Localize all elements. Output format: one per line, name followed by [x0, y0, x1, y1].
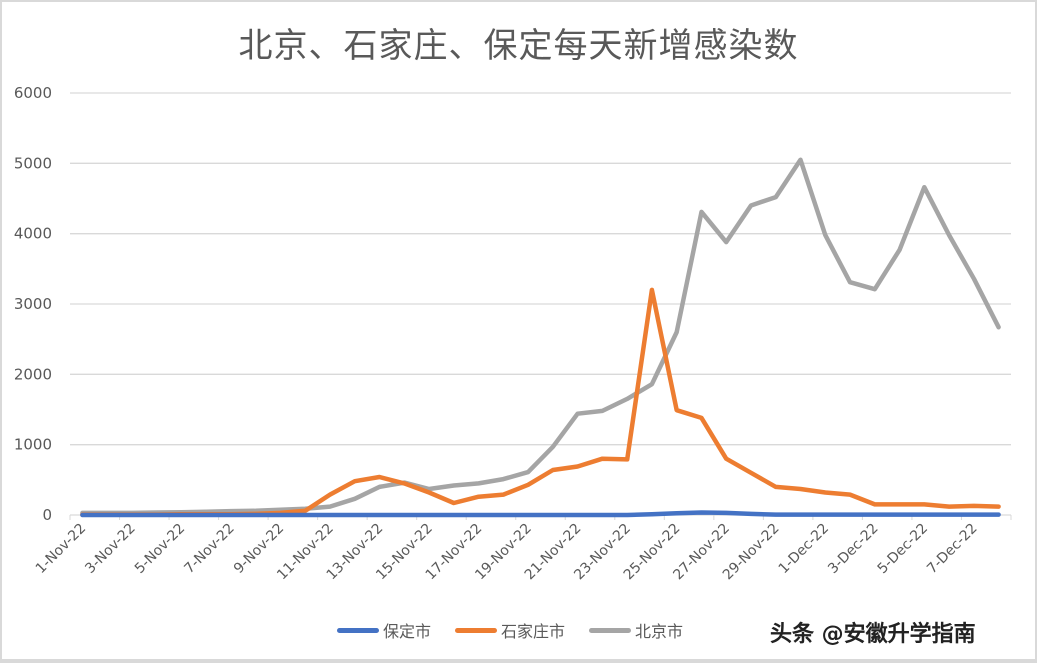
watermark: 头条 @安徽升学指南	[770, 622, 976, 647]
chart-title: 北京、石家庄、保定每天新增感染数	[238, 26, 799, 66]
x-tick-label: 1-Nov-22	[33, 521, 89, 577]
y-tick-label: 5000	[14, 154, 52, 172]
x-tick-label: 7-Nov-22	[181, 521, 237, 577]
legend-item-shijiazhuang: 石家庄市	[455, 618, 565, 642]
series-line	[80, 287, 1001, 517]
legend-item-beijing: 北京市	[589, 618, 683, 642]
x-tick-label: 7-Dec-22	[924, 521, 981, 578]
y-tick-label: 4000	[14, 225, 52, 243]
y-tick-label: 6000	[14, 84, 52, 102]
y-tick-label: 3000	[14, 295, 52, 313]
legend-label-beijing: 北京市	[635, 622, 684, 641]
legend-item-baoding: 保定市	[337, 618, 431, 642]
x-tick-label: 5-Nov-22	[132, 521, 188, 577]
legend-swatch-shijiazhuang	[455, 627, 498, 633]
x-tick-label: 1-Dec-22	[776, 521, 833, 578]
x-tick-label: 3-Dec-22	[825, 521, 882, 578]
legend-label-baoding: 保定市	[383, 622, 432, 641]
x-tick-label: 3-Nov-22	[82, 521, 138, 577]
series-line	[80, 510, 1001, 518]
legend-swatch-baoding	[337, 627, 379, 633]
legend-swatch-beijing	[589, 627, 632, 633]
legend-label-shijiazhuang: 石家庄市	[501, 622, 566, 641]
y-tick-label: 0	[42, 506, 52, 524]
legend: 保定市 石家庄市 北京市	[337, 618, 683, 642]
series-line	[80, 157, 1001, 516]
y-tick-label: 1000	[14, 436, 52, 454]
x-tick-label: 5-Dec-22	[875, 521, 932, 578]
y-tick-label: 2000	[14, 365, 52, 383]
